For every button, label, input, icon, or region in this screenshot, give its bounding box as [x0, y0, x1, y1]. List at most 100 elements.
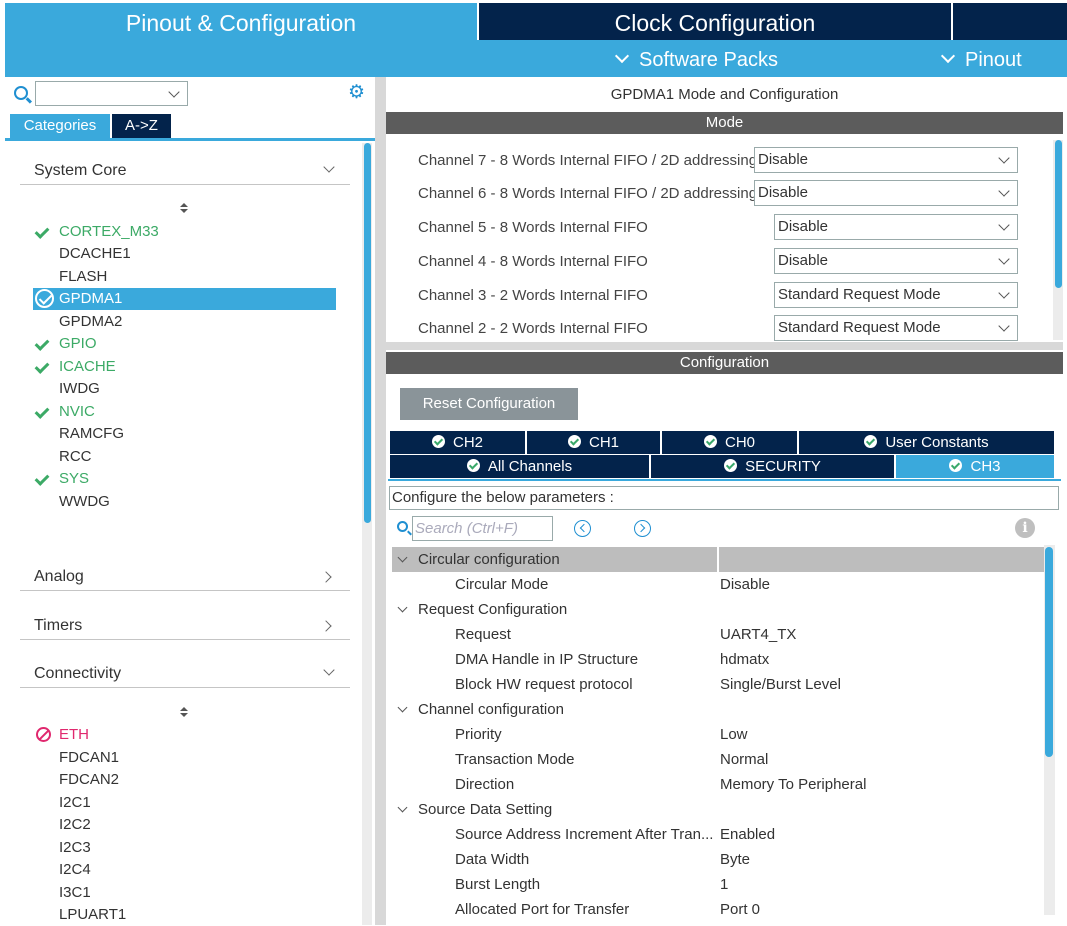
peripheral-item-wwdg[interactable]: WWDG — [33, 491, 336, 513]
channel-label: Channel 2 - 2 Words Internal FIFO — [418, 320, 648, 337]
chevron-down-icon — [998, 185, 1010, 197]
mode-scroll-thumb[interactable] — [1055, 140, 1062, 288]
group-timers[interactable]: Timers — [20, 612, 350, 640]
tab-all-channels[interactable]: All Channels — [390, 455, 649, 478]
software-packs-menu[interactable]: Software Packs — [614, 40, 778, 77]
parameter-row[interactable]: Direction Memory To Peripheral — [392, 772, 1044, 797]
tab-ch0[interactable]: CH0 — [662, 431, 797, 454]
channel-mode-select[interactable]: Standard Request Mode — [774, 315, 1018, 341]
tab-ch3[interactable]: CH3 — [896, 455, 1054, 478]
peripheral-item-fdcan1[interactable]: FDCAN1 — [33, 747, 336, 769]
gear-icon[interactable]: ⚙ — [348, 82, 366, 103]
parameter-name: Data Width — [455, 851, 530, 868]
parameter-scroll-thumb[interactable] — [1045, 547, 1053, 757]
parameter-row[interactable]: DMA Handle in IP Structure hdmatx — [392, 647, 1044, 672]
sort-icon[interactable] — [179, 203, 189, 215]
parameter-name: Transaction Mode — [455, 751, 575, 768]
peripheral-item-i2c4[interactable]: I2C4 — [33, 859, 336, 881]
next-result-icon[interactable] — [634, 520, 651, 537]
peripheral-item-fdcan2[interactable]: FDCAN2 — [33, 769, 336, 791]
channel-label: Channel 3 - 2 Words Internal FIFO — [418, 287, 648, 304]
parameter-row[interactable]: Burst Length 1 — [392, 872, 1044, 897]
channel-mode-select[interactable]: Standard Request Mode — [774, 282, 1018, 308]
channel-mode-value: Standard Request Mode — [778, 286, 941, 303]
info-icon[interactable]: i — [1015, 518, 1035, 538]
parameter-group[interactable]: Circular configuration — [392, 547, 1044, 572]
parameter-row[interactable]: Request UART4_TX — [392, 622, 1044, 647]
chevron-down-icon[interactable] — [397, 602, 408, 613]
peripheral-label: GPIO — [59, 335, 97, 352]
peripheral-item-sys[interactable]: SYS — [33, 468, 336, 490]
parameter-value: Byte — [720, 851, 751, 868]
group-analog[interactable]: Analog — [20, 563, 350, 591]
divider — [386, 342, 1063, 350]
tab-security[interactable]: SECURITY — [651, 455, 894, 478]
peripheral-item-cortex_m33[interactable]: CORTEX_M33 — [33, 221, 336, 243]
parameter-row[interactable]: Circular Mode Disable — [392, 572, 1044, 597]
tab-pinout-configuration[interactable]: Pinout & Configuration — [5, 3, 477, 40]
parameter-row[interactable]: Source Address Increment After Tran... En… — [392, 822, 1044, 847]
peripheral-label: NVIC — [59, 402, 95, 420]
peripheral-item-eth[interactable]: ETH — [33, 724, 336, 746]
parameter-search-input[interactable]: Search (Ctrl+F) — [412, 516, 553, 541]
peripheral-item-icache[interactable]: ICACHE — [33, 356, 336, 378]
peripheral-item-lpuart1[interactable]: LPUART1 — [33, 904, 336, 926]
search-icon[interactable] — [14, 86, 28, 100]
search-combobox[interactable] — [35, 81, 188, 106]
peripheral-item-flash[interactable]: FLASH — [33, 266, 336, 288]
parameter-value: hdmatx — [720, 651, 770, 668]
peripheral-item-ramcfg[interactable]: RAMCFG — [33, 423, 336, 445]
peripheral-label: IWDG — [59, 380, 100, 397]
parameter-row[interactable]: Block HW request protocol Single/Burst Le… — [392, 672, 1044, 697]
tab-ch2[interactable]: CH2 — [390, 431, 525, 454]
categories-scroll-thumb[interactable] — [364, 143, 371, 523]
group-system-core[interactable]: System Core — [20, 157, 350, 185]
peripheral-item-gpdma1[interactable]: GPDMA1 — [33, 288, 336, 310]
peripheral-item-i2c3[interactable]: I2C3 — [33, 837, 336, 859]
parameter-row[interactable]: Allocated Port for Transfer Port 0 — [392, 897, 1044, 917]
peripheral-label: RAMCFG — [59, 425, 124, 442]
sub-menu-bar: Software Packs Pinout — [5, 40, 1067, 77]
check-circle-icon — [431, 435, 445, 448]
peripheral-item-gpio[interactable]: GPIO — [33, 333, 336, 355]
chevron-down-icon[interactable] — [397, 802, 408, 813]
chevron-down-icon[interactable] — [397, 552, 408, 563]
pinout-menu[interactable]: Pinout — [940, 40, 1022, 77]
peripheral-item-i3c1[interactable]: I3C1 — [33, 882, 336, 904]
channel-mode-select[interactable]: Disable — [754, 147, 1018, 173]
parameter-row[interactable]: Priority Low — [392, 722, 1044, 747]
channel-mode-select[interactable]: Disable — [774, 248, 1018, 274]
tab-a-to-z[interactable]: A->Z — [112, 114, 171, 138]
categories-scrollbar[interactable] — [362, 143, 372, 925]
peripheral-label: I2C1 — [59, 793, 91, 811]
tab-extra[interactable] — [953, 3, 1067, 40]
peripheral-item-rcc[interactable]: RCC — [33, 446, 336, 468]
panel-splitter[interactable] — [375, 77, 386, 925]
peripheral-item-i2c2[interactable]: I2C2 — [33, 814, 336, 836]
pinout-label: Pinout — [965, 49, 1022, 71]
parameter-group[interactable]: Request Configuration — [392, 597, 1044, 622]
reset-configuration-button[interactable]: Reset Configuration — [400, 388, 578, 420]
channel-label: Channel 6 - 8 Words Internal FIFO / 2D a… — [418, 185, 758, 202]
peripheral-item-i2c1[interactable]: I2C1 — [33, 792, 336, 814]
parameter-row[interactable]: Data Width Byte — [392, 847, 1044, 872]
tab-ch1[interactable]: CH1 — [527, 431, 660, 454]
peripheral-item-nvic[interactable]: NVIC — [33, 401, 336, 423]
parameter-group[interactable]: Source Data Setting — [392, 797, 1044, 822]
tab-categories[interactable]: Categories — [10, 114, 110, 138]
tab-user-constants[interactable]: User Constants — [799, 431, 1054, 454]
tab-clock-configuration[interactable]: Clock Configuration — [479, 3, 951, 40]
peripheral-item-dcache1[interactable]: DCACHE1 — [33, 243, 336, 265]
tab-label: CH3 — [970, 458, 1001, 475]
peripheral-item-gpdma2[interactable]: GPDMA2 — [33, 311, 336, 333]
peripheral-item-iwdg[interactable]: IWDG — [33, 378, 336, 400]
group-connectivity[interactable]: Connectivity — [20, 660, 350, 688]
channel-mode-select[interactable]: Disable — [774, 214, 1018, 240]
parameter-group[interactable]: Channel configuration — [392, 697, 1044, 722]
chevron-down-icon[interactable] — [397, 702, 408, 713]
sort-icon[interactable] — [179, 707, 189, 719]
channel-label: Channel 4 - 8 Words Internal FIFO — [418, 253, 648, 270]
channel-mode-select[interactable]: Disable — [754, 180, 1018, 206]
previous-result-icon[interactable] — [574, 520, 591, 537]
parameter-row[interactable]: Transaction Mode Normal — [392, 747, 1044, 772]
